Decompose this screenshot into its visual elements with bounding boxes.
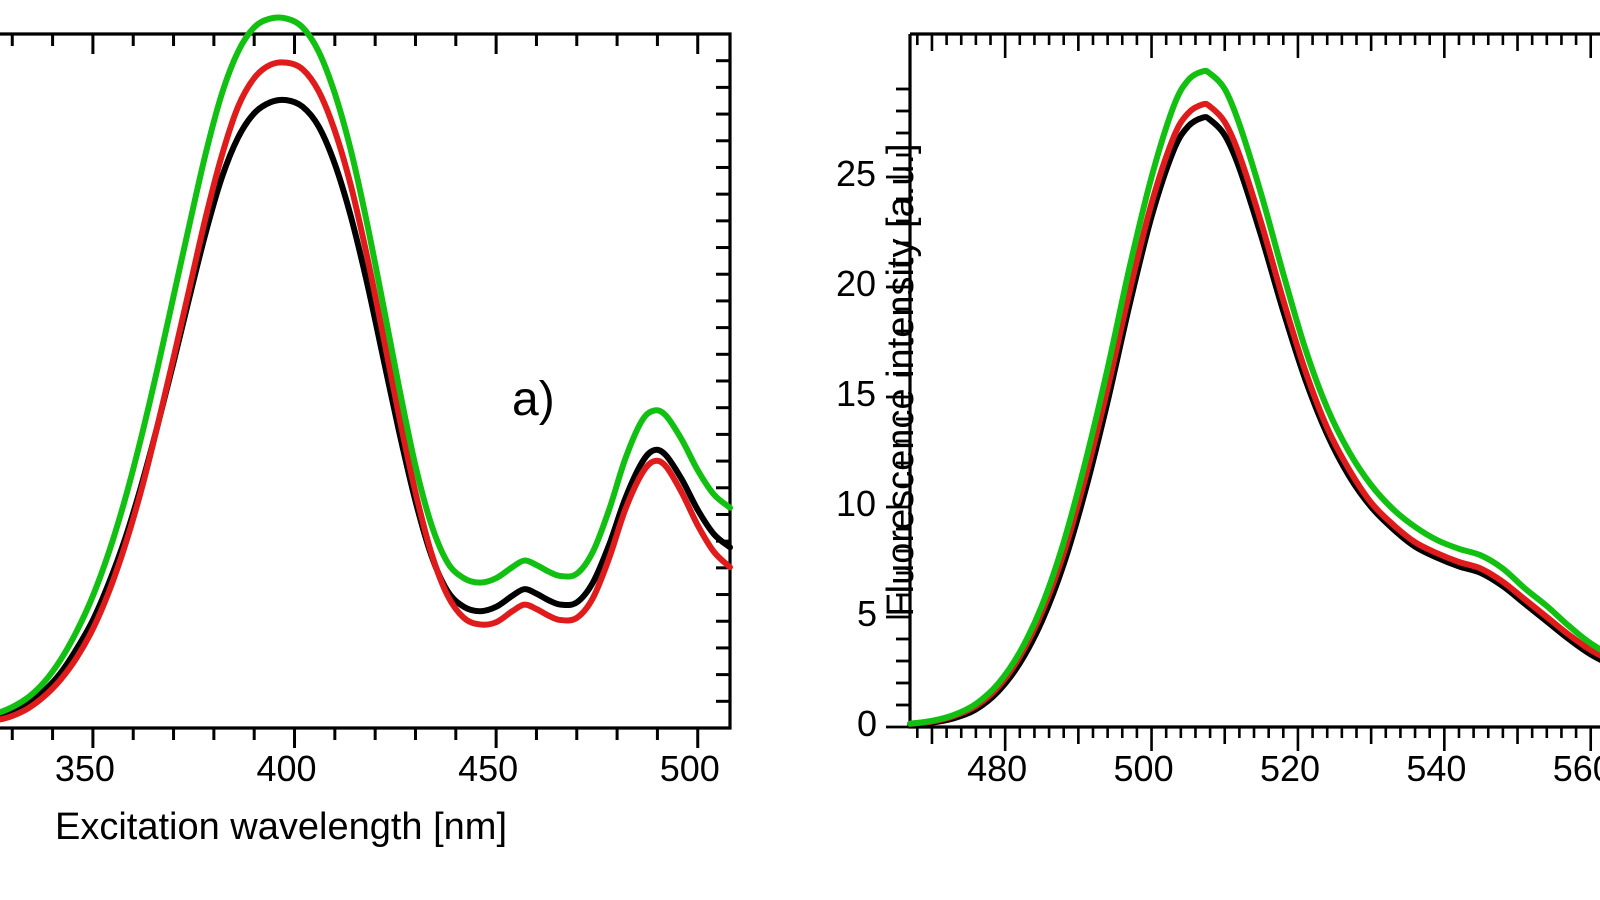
panel-a-letter: a)	[512, 373, 555, 426]
panel-a: a) Excitation wavelength [nm] 350 400 450 5…	[0, 14, 733, 848]
panel-b-y-axis-title: Fluorescence intensity [a.u.]	[880, 143, 922, 617]
panel-a-plot	[0, 14, 733, 748]
panel-b-plot	[886, 32, 1600, 751]
panel-b-ytick-label: 20	[836, 263, 877, 304]
panel-b-ytick-label: 5	[857, 593, 878, 634]
panel-b-xtick-label: 500	[1113, 748, 1174, 789]
panel-a-xtick-label: 350	[54, 748, 115, 789]
panel-b-ytick-label: 10	[836, 483, 877, 524]
panel-b: b Emission wavelength [nm Fluorescence i…	[800, 0, 1600, 900]
panel-b-xtick-label: 560	[1552, 748, 1600, 789]
panel-b-ytick-label: 25	[836, 153, 877, 194]
panel-b-xtick-label: 480	[967, 748, 1028, 789]
panel-b-ytick-label: 0	[857, 703, 878, 744]
panel-a-xtick-label: 450	[458, 748, 519, 789]
panel-a-xtick-label: 500	[659, 748, 720, 789]
panel-a-x-axis-title: Excitation wavelength [nm]	[55, 806, 508, 848]
panel-a-xtick-label: 400	[256, 748, 317, 789]
panel-b-ytick-label: 15	[836, 373, 877, 414]
panel-b-xtick-label: 520	[1259, 748, 1321, 789]
panel-b-xtick-label: 540	[1406, 748, 1467, 789]
